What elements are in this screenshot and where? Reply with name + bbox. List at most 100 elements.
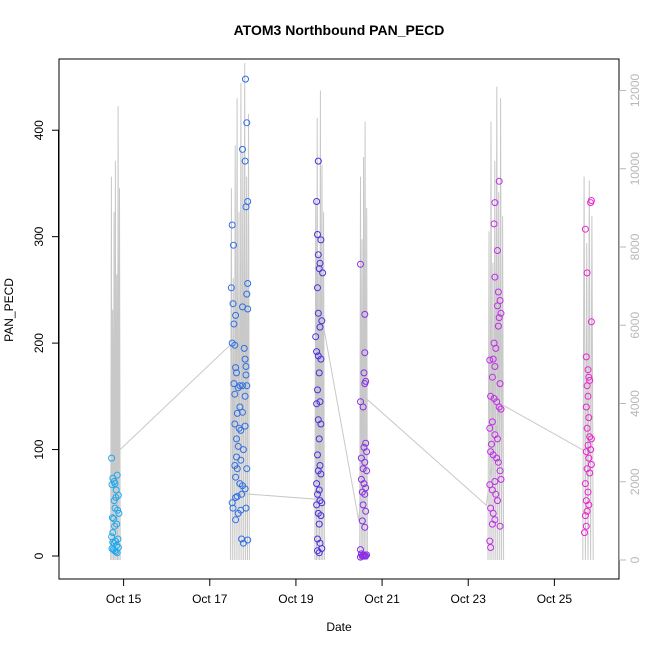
data-point-5-2 xyxy=(581,225,589,233)
data-point-5-24 xyxy=(584,488,592,496)
data-point-5-1 xyxy=(587,199,595,207)
data-point-1-6 xyxy=(228,221,236,229)
data-point-4-40 xyxy=(489,509,497,517)
data-point-3-0 xyxy=(357,260,364,268)
altitude-burst-2 xyxy=(314,90,325,561)
data-point-2-19 xyxy=(313,400,321,408)
data-point-2-6 xyxy=(315,265,323,273)
data-point-1-9 xyxy=(227,284,235,292)
axes-layer: 0 100 200 300 400 Oct 15 Oct 17 Oct 19 Oct 21 Oct… xyxy=(32,73,642,606)
data-point-4-2 xyxy=(490,220,498,228)
y2-tick-label-6: 12000 xyxy=(628,73,642,107)
data-point-0-28 xyxy=(111,504,119,512)
y-tick-label-3: 300 xyxy=(32,226,46,246)
data-point-5-10 xyxy=(584,392,592,400)
data-point-5-26 xyxy=(585,501,593,509)
y-tick-label-2: 200 xyxy=(32,333,46,353)
data-point-2-4 xyxy=(314,251,322,259)
data-point-1-46 xyxy=(232,473,240,481)
data-point-3-2 xyxy=(361,349,369,357)
data-point-4-0 xyxy=(495,177,503,185)
data-point-2-1 xyxy=(313,198,321,205)
altitude-layer xyxy=(110,63,594,561)
altitude-burst-5 xyxy=(582,176,594,561)
data-point-2-18 xyxy=(316,398,324,406)
data-point-0-13 xyxy=(113,520,121,528)
data-point-1-37 xyxy=(241,422,249,430)
data-point-1-50 xyxy=(233,492,241,500)
data-point-2-34 xyxy=(317,512,325,520)
altitude-burst-4 xyxy=(487,86,505,561)
data-point-3-16 xyxy=(360,480,368,488)
data-point-3-1 xyxy=(361,310,369,318)
data-point-1-61 xyxy=(232,494,240,501)
data-point-2-3 xyxy=(317,236,325,244)
y2-tick-label-3: 6000 xyxy=(628,312,642,339)
data-point-0-27 xyxy=(109,529,117,537)
data-point-4-5 xyxy=(494,288,502,296)
data-point-2-29 xyxy=(314,490,321,498)
data-point-5-19 xyxy=(585,454,593,462)
data-point-4-27 xyxy=(488,440,495,448)
data-point-1-7 xyxy=(230,241,237,249)
data-point-4-45 xyxy=(487,544,495,551)
data-point-1-60 xyxy=(244,536,252,544)
data-point-2-40 xyxy=(318,545,326,552)
data-point-4-6 xyxy=(496,297,504,304)
x-tick-label-0: Oct 15 xyxy=(106,592,142,606)
data-point-1-42 xyxy=(237,456,245,464)
data-point-0-0 xyxy=(108,454,116,462)
data-point-3-8 xyxy=(362,439,370,447)
data-point-1-38 xyxy=(233,435,240,443)
data-point-2-5 xyxy=(316,259,324,267)
data-point-2-38 xyxy=(314,547,321,555)
data-point-3-13 xyxy=(359,465,367,473)
data-point-4-3 xyxy=(494,247,501,254)
data-point-3-17 xyxy=(362,484,370,492)
y-tick-label-0: 0 xyxy=(32,552,46,559)
data-point-1-45 xyxy=(243,465,251,473)
data-point-1-5 xyxy=(242,203,250,211)
data-point-1-49 xyxy=(241,485,249,493)
chart-title: ATOM3 Northbound PAN_PECD xyxy=(234,22,445,38)
data-point-2-8 xyxy=(314,284,321,292)
data-point-1-44 xyxy=(233,465,241,473)
data-point-4-26 xyxy=(494,435,501,443)
data-point-3-29 xyxy=(362,552,370,560)
data-point-1-34 xyxy=(231,420,239,428)
data-point-4-1 xyxy=(491,199,499,207)
data-point-2-13 xyxy=(313,348,321,356)
data-point-3-22 xyxy=(358,517,366,525)
data-point-4-8 xyxy=(495,314,503,322)
data-point-5-27 xyxy=(583,507,591,515)
data-point-4-38 xyxy=(494,497,501,505)
series-3 xyxy=(357,260,371,561)
x-axis-label: Date xyxy=(326,620,352,634)
data-point-1-15 xyxy=(230,320,238,328)
y2-tick-label-0: 0 xyxy=(628,556,642,563)
data-point-3-7 xyxy=(359,403,367,411)
data-point-5-17 xyxy=(587,446,595,454)
y2-tick-label-2: 4000 xyxy=(628,390,642,417)
data-point-5-29 xyxy=(582,522,590,530)
data-point-4-43 xyxy=(496,522,504,530)
data-point-1-13 xyxy=(244,305,252,313)
data-point-3-19 xyxy=(361,490,369,498)
data-point-5-4 xyxy=(587,318,595,326)
data-point-1-19 xyxy=(241,355,249,363)
data-point-5-12 xyxy=(585,414,593,422)
data-point-3-10 xyxy=(363,448,371,456)
data-point-1-3 xyxy=(241,157,249,165)
data-point-4-10 xyxy=(494,322,502,330)
data-point-2-11 xyxy=(316,323,324,331)
data-point-3-24 xyxy=(357,546,364,554)
x-tick-label-1: Oct 17 xyxy=(192,592,228,606)
data-point-1-0 xyxy=(242,75,249,83)
data-point-5-14 xyxy=(586,433,594,441)
data-point-0-20 xyxy=(114,535,122,543)
data-point-1-24 xyxy=(230,380,238,388)
data-point-1-30 xyxy=(241,392,249,400)
data-point-4-23 xyxy=(488,418,496,426)
y2-tick-label-1: 2000 xyxy=(628,468,642,495)
